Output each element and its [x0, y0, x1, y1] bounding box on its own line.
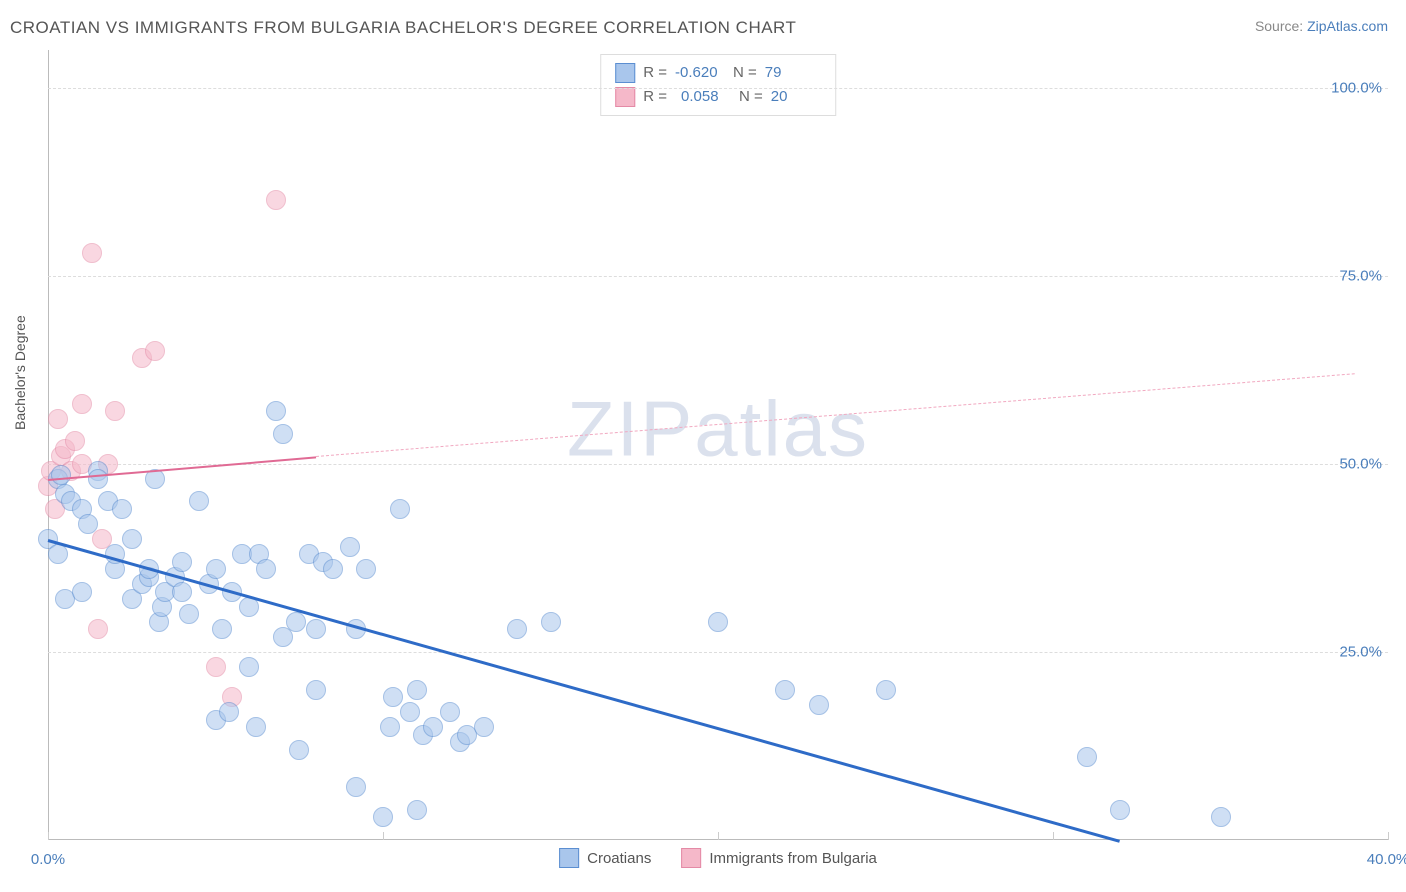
- data-point-croatian: [266, 401, 286, 421]
- data-point-croatian: [474, 717, 494, 737]
- x-tick: [1388, 832, 1389, 840]
- data-point-croatian: [383, 687, 403, 707]
- data-point-bulgaria: [206, 657, 226, 677]
- data-point-croatian: [239, 657, 259, 677]
- data-point-croatian: [507, 619, 527, 639]
- data-point-croatian: [219, 702, 239, 722]
- data-point-croatian: [179, 604, 199, 624]
- data-point-croatian: [306, 619, 326, 639]
- stats-n-value-1: 79: [765, 61, 815, 85]
- data-point-bulgaria: [82, 243, 102, 263]
- data-point-croatian: [423, 717, 443, 737]
- x-tick: [718, 832, 719, 840]
- data-point-croatian: [346, 777, 366, 797]
- y-tick-label: 75.0%: [1339, 267, 1382, 284]
- y-tick-label: 100.0%: [1331, 79, 1382, 96]
- data-point-bulgaria: [72, 394, 92, 414]
- data-point-croatian: [88, 469, 108, 489]
- data-point-croatian: [122, 529, 142, 549]
- data-point-croatian: [51, 465, 71, 485]
- data-point-croatian: [1211, 807, 1231, 827]
- trend-line: [48, 539, 1121, 843]
- data-point-croatian: [400, 702, 420, 722]
- data-point-croatian: [708, 612, 728, 632]
- data-point-croatian: [189, 491, 209, 511]
- source-prefix: Source:: [1255, 18, 1307, 34]
- data-point-croatian: [373, 807, 393, 827]
- data-point-croatian: [72, 582, 92, 602]
- data-point-croatian: [390, 499, 410, 519]
- data-point-croatian: [172, 552, 192, 572]
- data-point-croatian: [1110, 800, 1130, 820]
- stats-r-value-1: -0.620: [675, 61, 725, 85]
- data-point-croatian: [212, 619, 232, 639]
- y-tick-label: 25.0%: [1339, 643, 1382, 660]
- grid-line: [48, 88, 1388, 89]
- data-point-bulgaria: [65, 431, 85, 451]
- data-point-croatian: [172, 582, 192, 602]
- data-point-croatian: [273, 424, 293, 444]
- data-point-croatian: [78, 514, 98, 534]
- data-point-croatian: [256, 559, 276, 579]
- swatch-series2: [615, 87, 635, 107]
- data-point-croatian: [340, 537, 360, 557]
- legend-item-2: Immigrants from Bulgaria: [681, 848, 877, 868]
- data-point-croatian: [1077, 747, 1097, 767]
- data-point-croatian: [112, 499, 132, 519]
- data-point-croatian: [306, 680, 326, 700]
- data-point-croatian: [440, 702, 460, 722]
- x-tick: [383, 832, 384, 840]
- y-tick-label: 50.0%: [1339, 455, 1382, 472]
- data-point-croatian: [541, 612, 561, 632]
- bottom-legend: Croatians Immigrants from Bulgaria: [559, 848, 877, 868]
- data-point-croatian: [407, 680, 427, 700]
- chart-title: CROATIAN VS IMMIGRANTS FROM BULGARIA BAC…: [10, 18, 796, 38]
- x-tick-label: 40.0%: [1367, 851, 1406, 868]
- stats-n-label-1: N =: [733, 61, 757, 85]
- data-point-croatian: [356, 559, 376, 579]
- data-point-croatian: [286, 612, 306, 632]
- legend-item-1: Croatians: [559, 848, 651, 868]
- swatch-series1: [615, 63, 635, 83]
- grid-line: [48, 276, 1388, 277]
- data-point-croatian: [380, 717, 400, 737]
- watermark: ZIPatlas: [567, 384, 869, 475]
- data-point-croatian: [323, 559, 343, 579]
- data-point-croatian: [775, 680, 795, 700]
- legend-label-2: Immigrants from Bulgaria: [709, 850, 877, 867]
- stats-r-label-1: R =: [643, 61, 667, 85]
- data-point-croatian: [407, 800, 427, 820]
- source-attribution: Source: ZipAtlas.com: [1255, 18, 1388, 34]
- y-axis-line: [48, 50, 49, 840]
- trend-line-dashed: [316, 374, 1355, 458]
- legend-label-1: Croatians: [587, 850, 651, 867]
- watermark-atlas: atlas: [694, 385, 869, 473]
- grid-line: [48, 652, 1388, 653]
- data-point-bulgaria: [266, 190, 286, 210]
- data-point-bulgaria: [145, 341, 165, 361]
- data-point-croatian: [809, 695, 829, 715]
- watermark-zip: ZIP: [567, 385, 694, 473]
- y-axis-label: Bachelor's Degree: [12, 315, 28, 430]
- x-tick-label: 0.0%: [31, 851, 65, 868]
- data-point-bulgaria: [48, 409, 68, 429]
- data-point-bulgaria: [88, 619, 108, 639]
- legend-swatch-1: [559, 848, 579, 868]
- data-point-croatian: [246, 717, 266, 737]
- x-tick: [1053, 832, 1054, 840]
- data-point-bulgaria: [105, 401, 125, 421]
- data-point-croatian: [876, 680, 896, 700]
- x-tick: [48, 832, 49, 840]
- data-point-croatian: [206, 559, 226, 579]
- stats-row-series1: R = -0.620 N = 79: [615, 61, 821, 85]
- source-link[interactable]: ZipAtlas.com: [1307, 18, 1388, 34]
- legend-swatch-2: [681, 848, 701, 868]
- data-point-croatian: [289, 740, 309, 760]
- stats-box: R = -0.620 N = 79 R = 0.058 N = 20: [600, 54, 836, 116]
- scatter-chart: ZIPatlas R = -0.620 N = 79 R = 0.058 N =…: [48, 50, 1388, 840]
